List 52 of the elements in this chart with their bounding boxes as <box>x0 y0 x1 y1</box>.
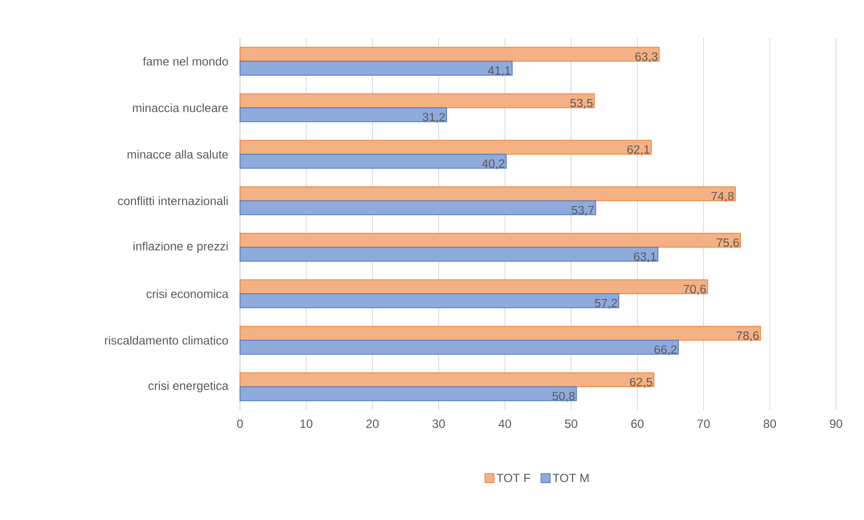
y-tick-label: minacce alla salute <box>128 150 228 159</box>
legend-label: TOT M <box>552 474 588 482</box>
y-tick-label: riscaldamento climatico <box>105 336 228 345</box>
x-tick-label: 10 <box>300 420 312 428</box>
data-label: 70,6 <box>684 284 706 295</box>
y-tick-label: minaccia nucleare <box>132 103 228 112</box>
data-label: 63,3 <box>635 52 658 62</box>
data-label: 53,5 <box>570 98 593 109</box>
bar <box>240 186 736 202</box>
x-tick-label: 50 <box>564 420 578 428</box>
y-tick-label: crisi economica <box>146 289 228 298</box>
x-tick-label: 20 <box>366 420 379 428</box>
bar <box>240 154 507 169</box>
x-tick-label: 0 <box>237 420 243 428</box>
bar <box>240 372 654 388</box>
data-label: 50,8 <box>552 392 575 402</box>
y-tick-label: inflazione e prezzi <box>134 242 228 253</box>
x-tick-label: 90 <box>830 420 842 428</box>
bar <box>240 200 596 216</box>
bar <box>240 293 620 308</box>
data-label: 78,6 <box>736 331 759 342</box>
x-tick-label: 30 <box>432 420 445 428</box>
y-tick-label: crisi energetica <box>148 381 228 392</box>
x-tick-label: 60 <box>631 420 644 428</box>
bar <box>240 386 577 402</box>
y-tick-label: fame nel mondo <box>142 56 228 66</box>
y-tick-label: conflitti internazionali <box>118 196 228 206</box>
data-label: 62,5 <box>630 378 652 388</box>
data-label: 74,8 <box>711 192 734 202</box>
bar <box>240 340 679 355</box>
bar <box>240 232 742 248</box>
bar <box>240 246 658 262</box>
data-label: 40,2 <box>482 159 504 170</box>
bar <box>240 93 595 108</box>
data-label: 41,1 <box>488 66 510 76</box>
bar <box>240 46 660 62</box>
x-tick-label: 80 <box>764 420 776 428</box>
data-label: 75,6 <box>716 238 739 248</box>
bar <box>240 107 448 122</box>
data-label: 57,2 <box>594 298 617 309</box>
data-label: 31,2 <box>422 112 445 123</box>
x-tick-label: 70 <box>698 420 710 428</box>
bar <box>240 60 513 76</box>
data-label: 53,7 <box>572 206 594 216</box>
data-label: 66,2 <box>654 345 677 356</box>
data-label: 63,1 <box>634 252 656 262</box>
bar <box>240 326 761 341</box>
data-label: 62,1 <box>627 145 650 156</box>
bar <box>240 140 652 155</box>
x-tick-label: 40 <box>498 420 512 428</box>
bar <box>240 279 708 294</box>
legend-label: TOT F <box>496 474 530 482</box>
